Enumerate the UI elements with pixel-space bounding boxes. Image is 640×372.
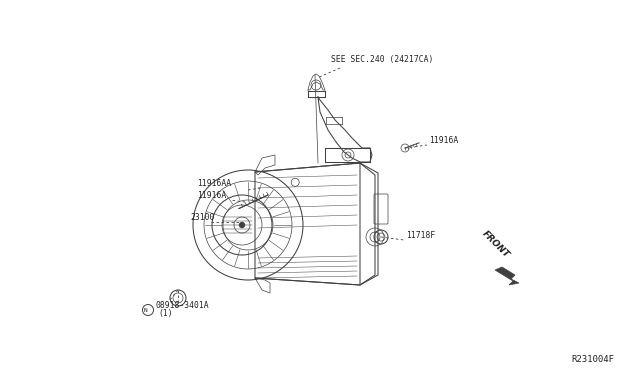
Text: (1): (1) bbox=[158, 309, 173, 318]
Text: 11916A: 11916A bbox=[429, 136, 458, 145]
Text: N: N bbox=[144, 308, 148, 314]
Text: SEE SEC.240 (24217CA): SEE SEC.240 (24217CA) bbox=[331, 55, 433, 64]
Text: 08918-3401A: 08918-3401A bbox=[155, 301, 209, 310]
Polygon shape bbox=[495, 267, 519, 285]
Text: 23100: 23100 bbox=[190, 213, 214, 222]
Text: 11916AA: 11916AA bbox=[197, 179, 231, 188]
Text: FRONT: FRONT bbox=[480, 230, 511, 260]
Text: R231004F: R231004F bbox=[571, 355, 614, 364]
Circle shape bbox=[239, 222, 245, 228]
Text: 11718F: 11718F bbox=[406, 231, 435, 240]
Text: 11916A: 11916A bbox=[197, 191, 227, 200]
